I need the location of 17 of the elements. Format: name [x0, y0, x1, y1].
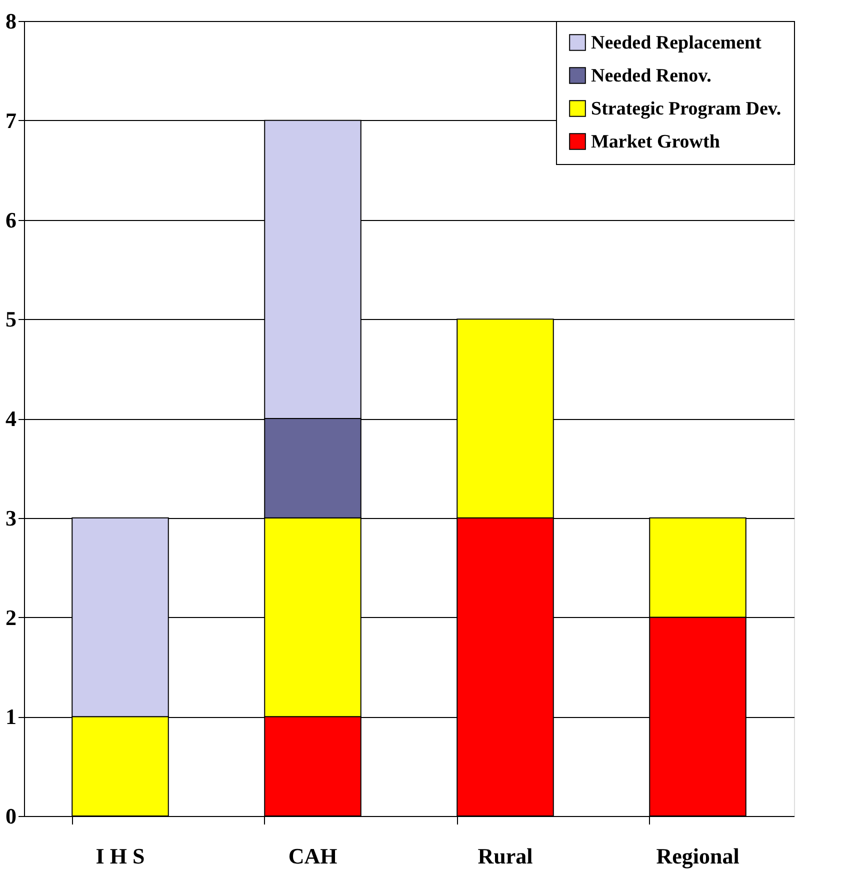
x-tick-label: Regional — [656, 844, 740, 868]
legend-label: Needed Replacement — [591, 32, 762, 54]
y-tick-label: 8 — [6, 8, 16, 34]
y-tick-label: 0 — [6, 804, 16, 828]
y-tick-label: 6 — [6, 207, 16, 232]
x-tick-label: I H S — [96, 844, 145, 868]
legend-label: Needed Renov. — [591, 66, 712, 86]
y-tick-label: 1 — [6, 704, 16, 730]
y-tick-label: 3 — [6, 505, 16, 530]
y-tick-label: 5 — [6, 306, 16, 332]
x-tick-label: CAH — [288, 844, 338, 868]
y-tick-label: 4 — [6, 406, 16, 431]
y-tick-label: 2 — [6, 604, 16, 630]
y-tick-label: 7 — [6, 108, 16, 133]
x-tick-label: Rural — [478, 844, 533, 868]
legend-label: Strategic Program Dev. — [591, 98, 782, 120]
legend-label: Market Growth — [591, 132, 720, 152]
